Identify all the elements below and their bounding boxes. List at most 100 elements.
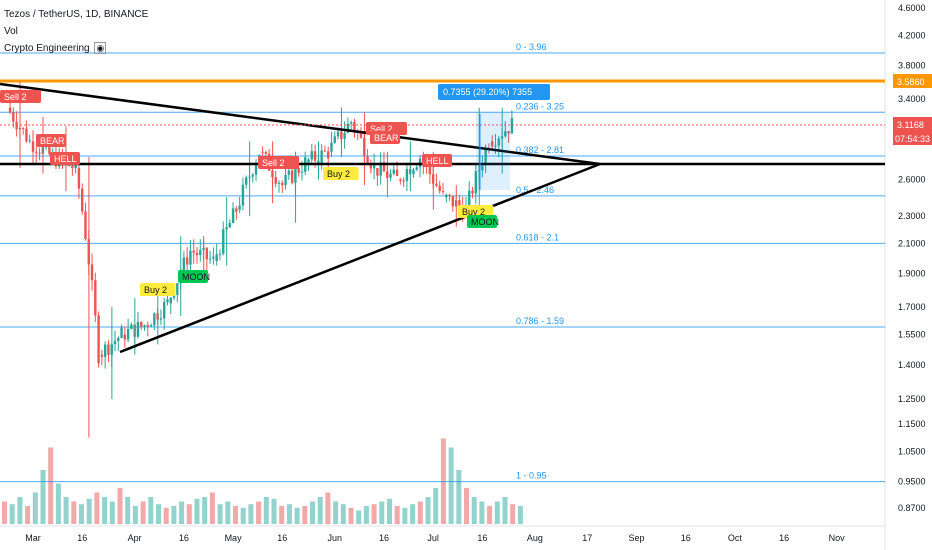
signal-badge [50,152,80,165]
time-tick-label: Nov [829,533,846,543]
volume-bar [471,497,477,524]
candle-body [372,164,376,169]
candle-body [510,117,514,134]
time-tick-label: Sep [629,533,645,543]
volume-bar [125,497,131,524]
time-axis[interactable]: Mar 16 Apr 16 May 16 Jun 16 Jul 16 Aug 17 Sep 16 Oct 16… [25,533,845,543]
trendlines [0,79,885,354]
signal-badge [422,154,452,167]
candle-body [349,122,353,124]
countdown-text: 07:54:33 [895,134,930,144]
volume-bar [79,504,84,524]
volume-bar [248,504,254,524]
candle-body [199,249,202,256]
volume-bar [379,501,385,524]
price-tick-label: 0.9500 [898,477,926,487]
candle-body [497,138,500,146]
volume-bar [86,498,92,524]
volume-bars [2,438,523,524]
candle-body [12,112,15,122]
candle-body [130,324,133,329]
price-tick-label: 2.6000 [898,174,926,184]
volume-bar [63,497,69,524]
candle-body [120,327,123,338]
volume-bar [517,506,523,524]
volume-bar [356,510,362,524]
time-tick-label: 16 [779,533,789,543]
candle-body [402,180,405,182]
signal-text: Buy 2 [462,207,485,217]
candle-body [176,283,179,295]
volume-indicator-label[interactable]: Vol [4,26,18,37]
volume-bar [25,506,31,524]
price-tick-label: 3.4000 [898,94,926,104]
volume-bar [171,506,177,524]
price-tick-label: 4.6000 [898,3,926,13]
candle-body [163,302,166,319]
volume-bar [333,501,339,524]
time-tick-label: 17 [582,533,592,543]
volume-bar [217,504,223,524]
candle-body [392,169,395,174]
price-tick-label: 1.2500 [898,394,926,404]
volume-bar [417,501,423,524]
candle-body [274,177,277,184]
time-tick-label: May [225,533,243,543]
volume-bar [456,470,462,524]
candle-body [192,250,195,253]
candle-body [172,294,176,298]
volume-bar [194,498,200,524]
candle-body [81,188,84,212]
candle-body [451,196,455,207]
price-tick-label: 4.2000 [898,30,926,40]
volume-bar [186,504,192,524]
candle-body [297,167,300,173]
volume-bar [502,497,508,524]
fib-level-label: 1 - 0.95 [516,471,547,481]
candle-body [389,173,392,178]
price-tick-label: 0.8700 [898,503,926,513]
candle-body [182,257,186,274]
candle-body [123,334,127,340]
candle-body [504,131,507,137]
chart-legend: Tezos / TetherUS, 1D, BINANCE Vol Crypto… [4,6,148,57]
time-tick-label: Jul [427,533,439,543]
candle-body [153,313,156,326]
eye-icon[interactable]: ◉ [94,42,107,54]
indicator-row[interactable]: Crypto Engineering ◉ [4,40,148,57]
candle-body [336,131,340,137]
candle-body [48,143,51,154]
candle-body [313,151,317,161]
candle-body [97,315,100,364]
indicator-label[interactable]: Crypto Engineering [4,43,90,54]
volume-bar [387,498,392,524]
candle-body [468,190,471,210]
candle-body [366,156,369,164]
signal-badge [140,283,176,296]
last-price-badge [893,117,932,145]
candle-body [412,169,415,174]
candle-body [284,174,287,186]
candlestick-series [8,81,514,438]
fib-level-label: 0.382 - 2.81 [516,145,564,155]
signal-text: Buy 2 [327,169,350,179]
time-tick-label: 16 [277,533,287,543]
symbol-title[interactable]: Tezos / TetherUS, 1D, BINANCE [4,9,149,20]
candle-body [208,258,212,260]
signal-text: Buy 2 [144,285,167,295]
candle-body [369,163,373,169]
candle-body [222,229,225,254]
candle-body [346,123,350,133]
price-tick-label: 1.0500 [898,447,926,457]
candle-body [481,165,484,171]
candle-body [25,128,28,142]
volume-bar [140,501,146,524]
price-tick-label: 1.4000 [898,360,926,370]
candle-body [491,141,494,147]
volume-bar [55,483,61,524]
candle-body [281,182,284,186]
time-tick-label: 16 [77,533,87,543]
candle-body [399,179,402,181]
